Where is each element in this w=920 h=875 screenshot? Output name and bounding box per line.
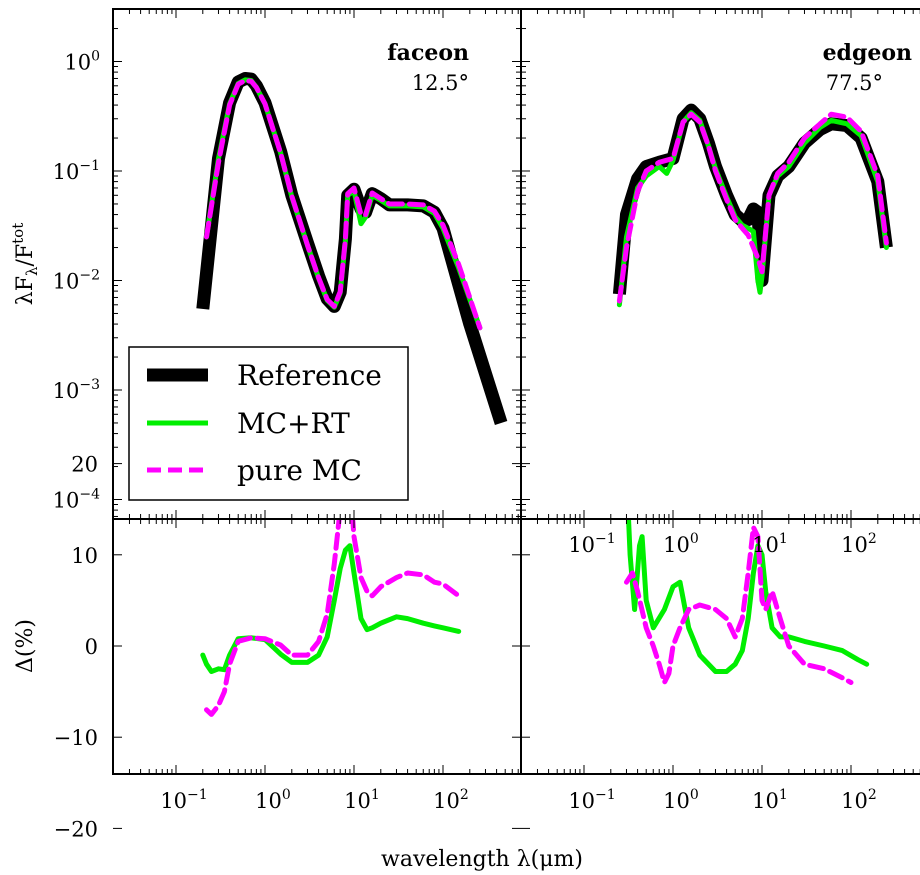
x-tick-label: 10−1 [160, 787, 207, 813]
legend-label-reference: Reference [237, 359, 382, 392]
series-line-pure-mc [204, 78, 483, 331]
x-tick-label-inner: 102 [841, 531, 877, 557]
y-tick-label: −10 [54, 726, 98, 750]
y-tick-label: 100 [64, 49, 100, 75]
panel-frame-edgeon-residual [520, 518, 920, 775]
y-tick-label: 10 [71, 544, 98, 568]
series-line-pure-mc [624, 524, 854, 685]
y-axis-title-residual: Δ(%) [13, 619, 38, 673]
series-line-mc-rt [200, 543, 462, 674]
faceon-title: faceon [387, 40, 469, 66]
edgeon-title: edgeon [823, 40, 912, 66]
x-tick-label: 101 [344, 787, 380, 813]
edgeon-angle: 77.5° [826, 71, 883, 95]
legend-label-mcrt: MC+RT [237, 407, 350, 440]
series-line-pure-mc [616, 111, 889, 304]
series-line-reference [612, 103, 893, 295]
legend: Reference MC+RT pure MC [128, 346, 409, 501]
y-tick-label: −20 [54, 817, 98, 841]
x-tick-label-inner: 101 [752, 531, 788, 557]
x-axis-title: wavelength λ(μm) [381, 847, 583, 872]
x-tick-label-inner: 10−1 [568, 531, 615, 557]
x-tick-label: 102 [433, 787, 469, 813]
y-tick-label: 10−2 [53, 268, 100, 294]
y-axis-title-sed: λFλ/Ftot [9, 223, 41, 306]
y-tick-label: 10−4 [53, 487, 100, 513]
y-tick-label: 10−1 [53, 158, 100, 184]
y-tick-label: 20 [71, 453, 98, 477]
x-tick-label: 10−1 [568, 787, 615, 813]
series-line-mc-rt [616, 110, 889, 308]
faceon-angle: 12.5° [412, 71, 469, 95]
faceon-residual-series [200, 519, 462, 717]
legend-label-puremc: pure MC [237, 454, 362, 487]
y-tick-label: 0 [85, 635, 98, 659]
series-line-mc-rt [626, 519, 870, 674]
y-tick-label: 10−3 [53, 377, 100, 403]
x-tick-label: 100 [663, 787, 699, 813]
x-tick-label: 102 [841, 787, 877, 813]
faceon-sed-series [196, 72, 508, 425]
series-line-pure-mc [204, 519, 462, 717]
x-tick-label: 100 [255, 787, 291, 813]
edgeon-residual-series [624, 519, 870, 685]
x-tick-label-inner: 100 [663, 531, 699, 557]
x-tick-label: 101 [752, 787, 788, 813]
edgeon-sed-series [612, 103, 893, 308]
